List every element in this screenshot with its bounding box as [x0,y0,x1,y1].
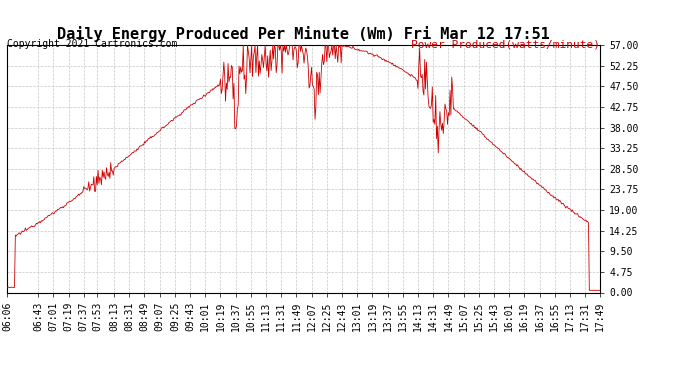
Text: Copyright 2021 Cartronics.com: Copyright 2021 Cartronics.com [7,39,177,50]
Title: Daily Energy Produced Per Minute (Wm) Fri Mar 12 17:51: Daily Energy Produced Per Minute (Wm) Fr… [57,27,550,42]
Text: Power Produced(watts/minute): Power Produced(watts/minute) [411,39,600,50]
